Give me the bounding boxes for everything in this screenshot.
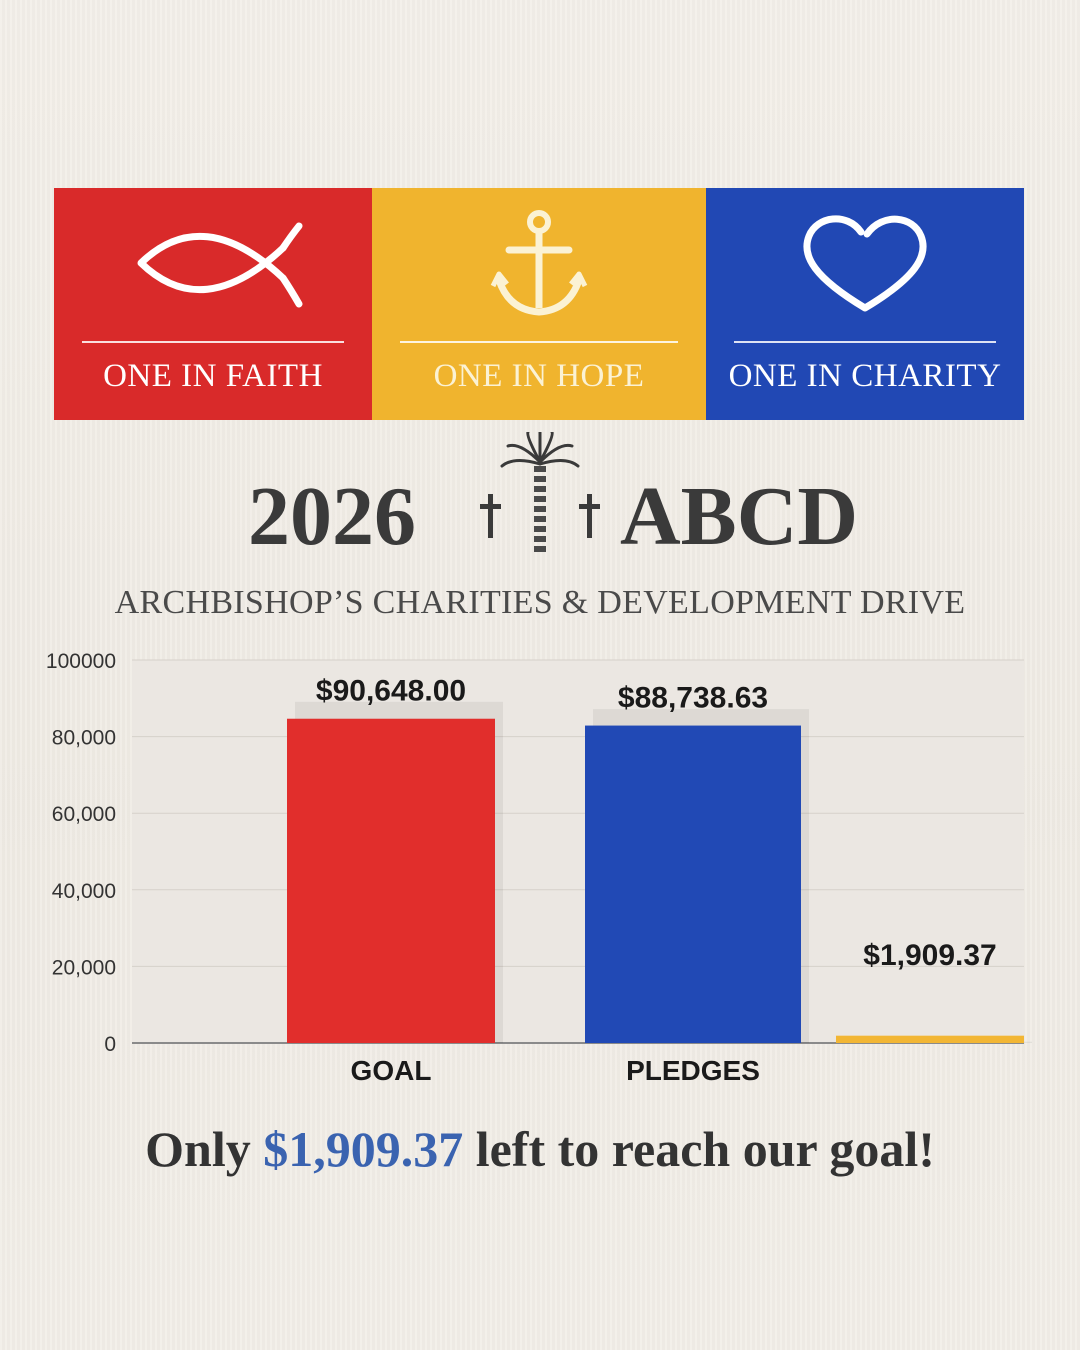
hope-label: ONE IN HOPE <box>433 358 645 394</box>
heart-icon <box>706 208 1024 318</box>
title-row: 2026 <box>0 428 1080 570</box>
footer-prefix: Only <box>145 1121 251 1177</box>
y-tick-label: 20,000 <box>52 956 116 979</box>
subtitle: ARCHBISHOP’S CHARITIES & DEVELOPMENT DRI… <box>114 584 966 621</box>
hope-panel: ONE IN HOPE <box>372 188 706 420</box>
bar-value-label: $90,648.00 <box>316 675 466 708</box>
faith-label: ONE IN FAITH <box>103 358 323 394</box>
y-tick-label: 80,000 <box>52 727 116 750</box>
bar <box>585 725 801 1043</box>
y-tick-label: 60,000 <box>52 803 116 826</box>
y-tick-label: 100000 <box>46 650 116 673</box>
bar-value-label: $1,909.37 <box>863 939 996 972</box>
x-category-label: PLEDGES <box>626 1055 760 1086</box>
footer-amount: $1,909.37 <box>263 1121 464 1177</box>
y-tick-label: 0 <box>104 1033 116 1056</box>
hope-divider <box>400 341 678 343</box>
palm-tree-with-crosses-icon <box>470 428 610 566</box>
anchor-icon <box>372 208 706 318</box>
charity-panel: ONE IN CHARITY <box>706 188 1024 420</box>
charity-label: ONE IN CHARITY <box>728 358 1002 394</box>
y-tick-label: 40,000 <box>52 880 116 903</box>
bar <box>836 1035 1024 1043</box>
acronym-text: ABCD <box>620 470 859 563</box>
footer-message: Only $1,909.37 left to reach our goal! <box>0 1120 1080 1178</box>
bar-chart: 0 20,000 40,000 60,000 80,000 100000 $90,648.0… <box>46 650 1032 1086</box>
ichthys-fish-icon <box>54 208 372 318</box>
banner: ONE IN FAITH ONE IN HOPE ONE IN CHARITY <box>54 188 1024 420</box>
bar <box>287 718 495 1043</box>
year-text: 2026 <box>248 470 416 563</box>
bar-value-label: $88,738.63 <box>618 682 768 715</box>
charity-divider <box>734 341 996 343</box>
footer-suffix: left to reach our goal! <box>475 1121 935 1177</box>
faith-divider <box>82 341 344 343</box>
plot-area <box>132 660 1024 1043</box>
faith-panel: ONE IN FAITH <box>54 188 372 420</box>
x-category-label: GOAL <box>351 1055 432 1086</box>
